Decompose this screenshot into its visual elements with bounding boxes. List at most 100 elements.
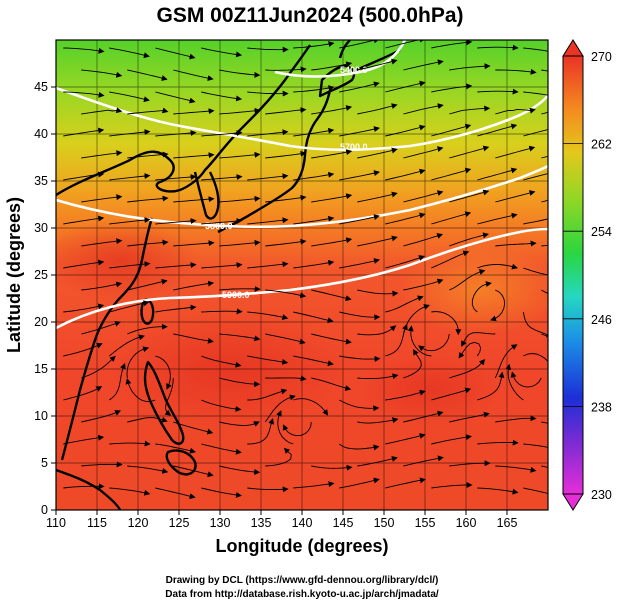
y-tick-label: 45 [34, 80, 48, 94]
wind-streamlines [63, 40, 548, 500]
streamline [219, 107, 261, 115]
streamline [293, 481, 335, 489]
streamline [293, 398, 329, 416]
streamline [495, 465, 537, 473]
streamline [276, 410, 294, 445]
streamline [461, 332, 496, 347]
streamline [495, 240, 537, 247]
streamline [449, 145, 490, 159]
streamline [311, 289, 352, 302]
y-tick-label: 40 [34, 127, 48, 141]
streamline [357, 147, 398, 159]
streamline [127, 278, 168, 291]
coastline-borneo [56, 468, 122, 510]
streamline [201, 308, 243, 315]
streamline [477, 263, 518, 270]
streamline [282, 421, 312, 437]
streamline [449, 189, 490, 203]
streamline [265, 107, 307, 115]
streamline [201, 47, 243, 58]
streamline [127, 465, 169, 474]
streamline [293, 259, 335, 269]
streamline [311, 193, 353, 203]
streamline [385, 295, 424, 313]
streamline [173, 240, 215, 247]
streamline [293, 215, 335, 225]
streamline [247, 418, 274, 445]
streamline [490, 289, 506, 322]
streamline [265, 447, 292, 467]
streamline [81, 150, 123, 159]
coastline-taiwan [140, 298, 155, 325]
colorbar-scale [562, 55, 584, 495]
streamline [403, 455, 444, 467]
plot-area: 5400.0 5700.0 5800.0 5900.0 [56, 40, 548, 510]
streamline [63, 127, 105, 137]
streamline [357, 417, 399, 424]
streamline [293, 311, 334, 324]
streamline [81, 320, 121, 335]
streamline [81, 69, 123, 78]
colorbar-tick-label: 238 [591, 400, 612, 414]
y-tick-label: 35 [34, 174, 48, 188]
y-tick-label: 30 [34, 221, 48, 235]
streamline [81, 194, 123, 203]
streamline [63, 386, 103, 401]
contour-label-5400: 5400.0 [340, 65, 368, 75]
contour-label-5700: 5700.0 [340, 142, 368, 152]
colorbar-tick-label: 230 [591, 488, 612, 502]
streamline [109, 173, 151, 181]
streamline [431, 83, 473, 93]
streamline [357, 58, 398, 71]
streamline [385, 124, 426, 137]
streamline [63, 342, 103, 357]
streamline [219, 377, 261, 388]
streamline [311, 464, 353, 471]
x-tick-label: 160 [456, 516, 477, 530]
colorbar-min-arrow [562, 493, 584, 511]
y-tick-label: 10 [34, 409, 48, 423]
streamline [219, 465, 261, 475]
streamline [510, 371, 542, 388]
streamline [293, 171, 335, 181]
x-tick-label: 150 [374, 516, 395, 530]
streamline [339, 81, 380, 93]
streamline [127, 107, 169, 115]
streamline [449, 269, 486, 291]
credit-drawing: Drawing by DCL (https://www.gfd-dennou.o… [166, 575, 439, 586]
streamline [431, 167, 472, 181]
streamline [477, 167, 518, 181]
streamline [247, 46, 289, 53]
streamline [219, 151, 261, 159]
x-tick-label: 110 [46, 516, 66, 530]
streamline [63, 215, 105, 225]
streamline [201, 399, 242, 412]
streamline [265, 375, 307, 382]
streamline [164, 377, 174, 416]
streamline [201, 262, 243, 269]
contour-label-5900: 5900.0 [222, 290, 250, 300]
streamline [81, 410, 122, 423]
colorbar-ticks: 230 238 246 254 262 270 [563, 50, 612, 502]
streamline [155, 174, 197, 181]
streamline [247, 355, 289, 365]
streamline [109, 487, 151, 496]
y-tick-label: 0 [41, 503, 48, 517]
y-tick-label: 25 [34, 268, 48, 282]
streamline [495, 415, 537, 423]
streamline [449, 411, 490, 423]
streamline [201, 130, 243, 137]
y-tick-label: 5 [41, 456, 48, 470]
streamline [265, 66, 307, 73]
streamline [219, 195, 261, 203]
streamline [109, 300, 150, 313]
streamline [357, 289, 399, 297]
streamline [495, 145, 536, 159]
x-tick-label: 115 [87, 516, 107, 530]
streamline [247, 311, 289, 321]
streamline [403, 278, 444, 291]
streamline [265, 333, 306, 345]
streamline [126, 346, 150, 379]
coastline-japan [217, 89, 332, 234]
colorbar-max-arrow [562, 39, 584, 57]
